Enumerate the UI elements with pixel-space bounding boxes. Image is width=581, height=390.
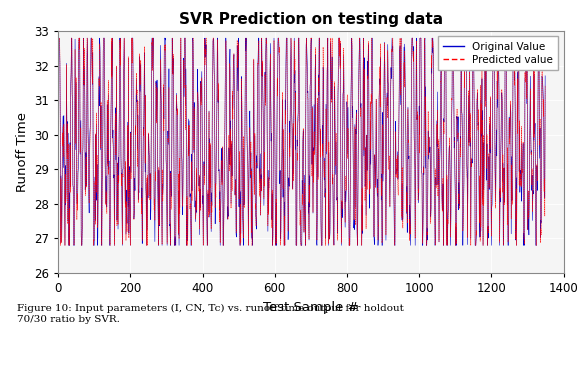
Original Value — [68, 36, 75, 41]
Predicted value — [57, 243, 64, 248]
Predicted value — [442, 36, 449, 41]
Predicted value — [173, 105, 180, 110]
Y-axis label: Runoff Time: Runoff Time — [16, 112, 28, 192]
Original Value — [224, 204, 231, 209]
Predicted value — [225, 213, 232, 218]
Text: Figure 10: Input parameters (I, CN, Tc) vs. runoff time output for holdout
70/30: Figure 10: Input parameters (I, CN, Tc) … — [17, 304, 404, 324]
X-axis label: Test Sample #: Test Sample # — [263, 301, 358, 314]
Predicted value — [56, 36, 63, 41]
Line: Original Value: Original Value — [58, 38, 545, 245]
Original Value — [55, 36, 62, 41]
Original Value — [173, 243, 180, 248]
Original Value — [541, 73, 548, 78]
Predicted value — [69, 36, 76, 41]
Legend: Original Value, Predicted value: Original Value, Predicted value — [438, 36, 558, 70]
Predicted value — [225, 217, 232, 222]
Title: SVR Prediction on testing data: SVR Prediction on testing data — [179, 12, 443, 27]
Predicted value — [55, 40, 62, 45]
Original Value — [62, 243, 69, 248]
Original Value — [225, 213, 232, 218]
Original Value — [418, 171, 425, 176]
Line: Predicted value: Predicted value — [58, 38, 545, 245]
Predicted value — [541, 83, 548, 88]
Predicted value — [419, 241, 426, 246]
Original Value — [442, 44, 449, 48]
